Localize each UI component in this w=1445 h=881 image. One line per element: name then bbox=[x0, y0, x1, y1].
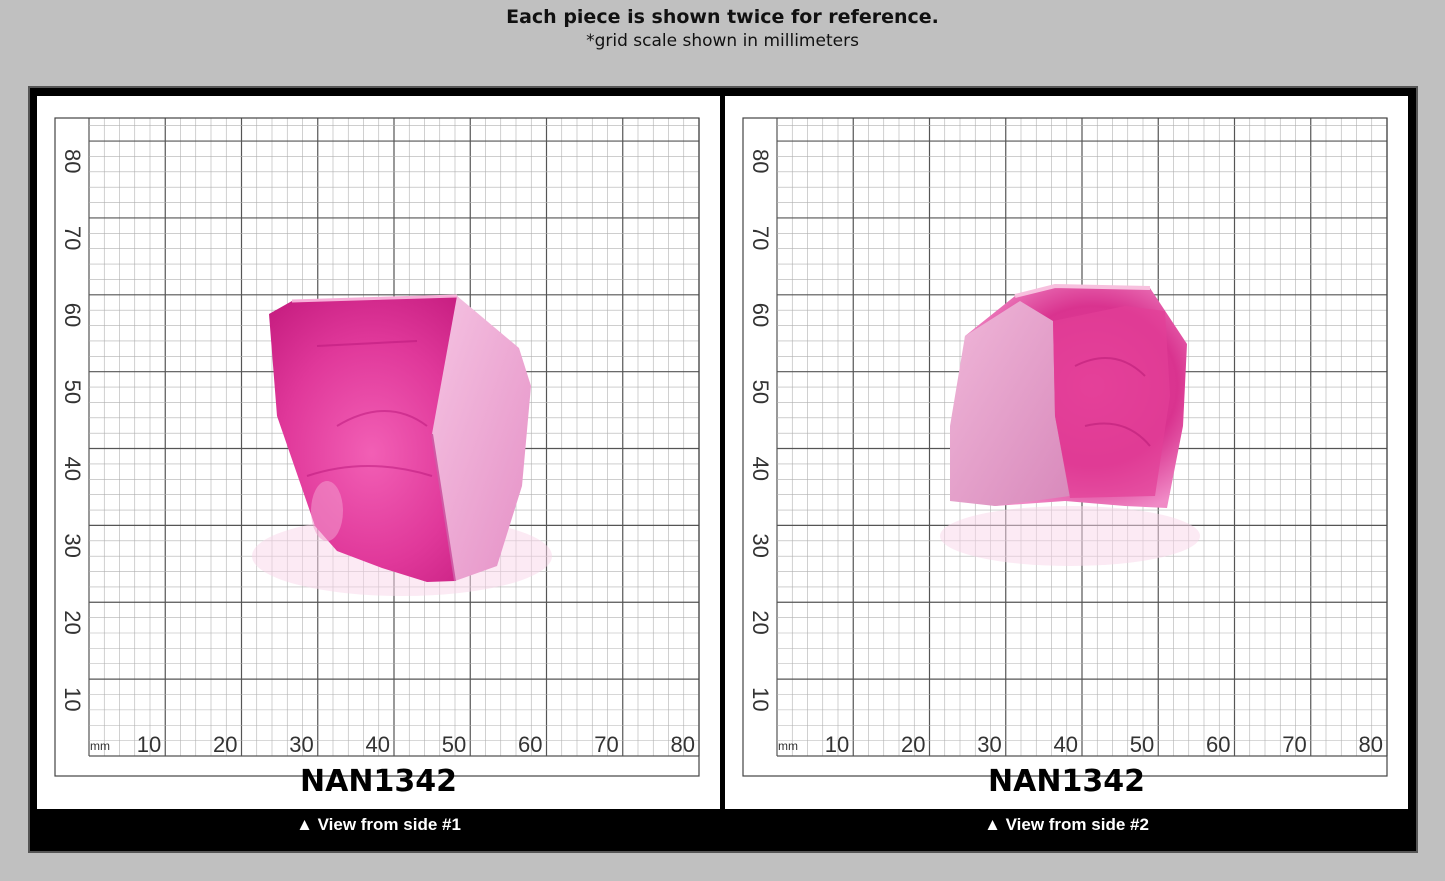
x-tick-label: 20 bbox=[213, 732, 237, 757]
unit-label: mm bbox=[778, 739, 798, 753]
view-caption-side-1: ▲ View from side #1 bbox=[296, 815, 461, 834]
y-tick-label: 10 bbox=[60, 687, 85, 711]
y-tick-label: 50 bbox=[748, 380, 773, 404]
page-title: Each piece is shown twice for reference. bbox=[506, 6, 939, 28]
y-tick-label: 10 bbox=[748, 687, 773, 711]
unit-label: mm bbox=[90, 739, 110, 753]
y-tick-label: 40 bbox=[748, 457, 773, 481]
gemstone-image bbox=[252, 294, 552, 596]
grid-border bbox=[742, 117, 1388, 777]
x-tick-label: 30 bbox=[977, 732, 1001, 757]
y-tick-label: 20 bbox=[748, 610, 773, 634]
gemstone-image bbox=[940, 283, 1200, 566]
x-tick-label: 50 bbox=[442, 732, 466, 757]
y-tick-label: 50 bbox=[60, 380, 85, 404]
stone-code: NAN1342 bbox=[300, 764, 457, 799]
photo-panel-side-1: mm 10 20 30 40 50 60 70 80 10 20 30 40 50 60 70 80 bbox=[37, 96, 720, 809]
y-tick-label: 80 bbox=[60, 149, 85, 173]
x-tick-label: 40 bbox=[1054, 732, 1078, 757]
x-tick-label: 70 bbox=[594, 732, 618, 757]
page-subtitle: *grid scale shown in millimeters bbox=[586, 31, 859, 51]
grid-border bbox=[54, 117, 700, 777]
x-tick-label: 40 bbox=[366, 732, 390, 757]
photo-panel-side-2: mm 10 20 30 40 50 60 70 80 10 20 30 40 50 60 70 80 NAN bbox=[725, 96, 1408, 809]
y-tick-label: 30 bbox=[60, 533, 85, 557]
x-tick-label: 30 bbox=[289, 732, 313, 757]
x-tick-label: 80 bbox=[671, 732, 695, 757]
view-caption-side-2: ▲ View from side #2 bbox=[984, 815, 1149, 834]
x-tick-label: 50 bbox=[1130, 732, 1154, 757]
y-tick-label: 70 bbox=[748, 226, 773, 250]
x-tick-label: 60 bbox=[1206, 732, 1230, 757]
y-tick-label: 80 bbox=[748, 149, 773, 173]
y-tick-label: 70 bbox=[60, 226, 85, 250]
x-tick-label: 10 bbox=[137, 732, 161, 757]
y-tick-label: 60 bbox=[60, 303, 85, 327]
y-tick-label: 60 bbox=[748, 303, 773, 327]
page-header: Each piece is shown twice for reference.… bbox=[0, 0, 1445, 86]
x-tick-label: 80 bbox=[1359, 732, 1383, 757]
x-tick-label: 60 bbox=[518, 732, 542, 757]
x-tick-label: 70 bbox=[1282, 732, 1306, 757]
grid-paper-with-gem: mm 10 20 30 40 50 60 70 80 10 20 30 40 50 60 70 80 bbox=[54, 117, 700, 777]
stone-code: NAN1342 bbox=[988, 764, 1145, 799]
y-tick-label: 20 bbox=[60, 610, 85, 634]
x-tick-label: 10 bbox=[825, 732, 849, 757]
y-tick-label: 30 bbox=[748, 533, 773, 557]
x-tick-label: 20 bbox=[901, 732, 925, 757]
y-tick-label: 40 bbox=[60, 457, 85, 481]
grid-paper-with-gem: mm 10 20 30 40 50 60 70 80 10 20 30 40 50 60 70 80 bbox=[742, 117, 1388, 777]
